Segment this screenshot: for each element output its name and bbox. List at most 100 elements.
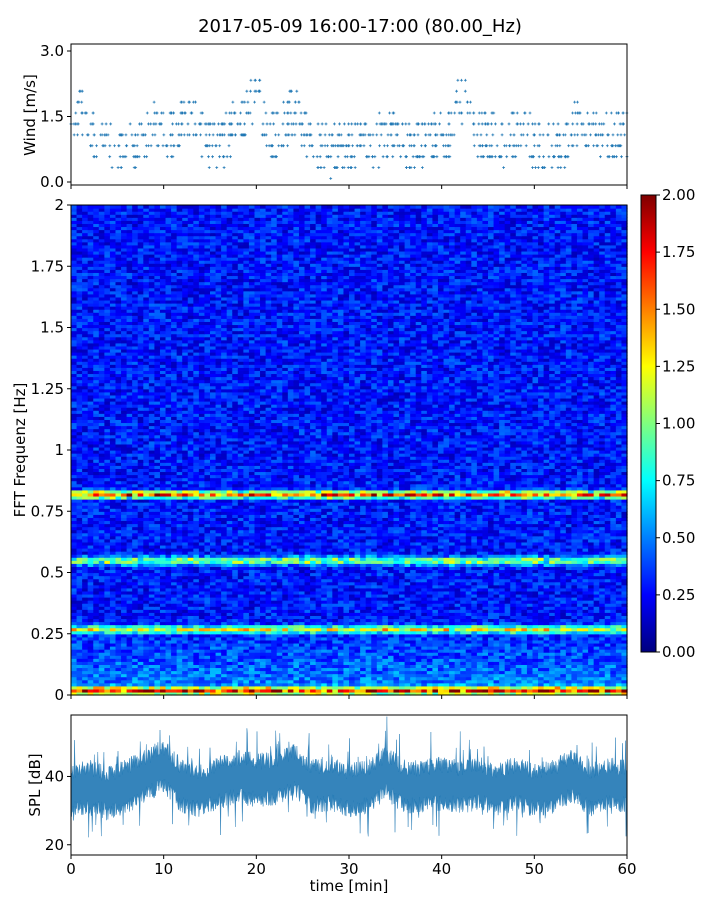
wind-point: [430, 155, 434, 159]
wind-point: [469, 100, 472, 104]
wind-point: [526, 122, 530, 126]
wind-point: [128, 122, 132, 126]
wind-point: [377, 111, 381, 115]
wind-point: [396, 144, 400, 148]
wind-point: [108, 144, 112, 148]
wind-point: [171, 155, 175, 159]
wind-point: [302, 144, 306, 148]
wind-point: [502, 144, 506, 148]
wind-point: [192, 133, 195, 137]
wind-point: [591, 111, 595, 115]
wind-point: [491, 133, 495, 137]
wind-point: [116, 166, 120, 169]
wind-point: [149, 144, 153, 148]
wind-point: [571, 122, 575, 126]
wind-point: [533, 122, 537, 126]
wind-point: [135, 144, 139, 148]
wind-point: [72, 133, 76, 137]
wind-point: [80, 133, 84, 137]
wind-point: [91, 111, 95, 115]
wind-point: [578, 111, 582, 115]
wind-point: [293, 100, 297, 104]
wind-point: [336, 155, 340, 159]
wind-point: [338, 122, 341, 126]
wind-point: [488, 144, 492, 148]
wind-point: [570, 144, 574, 148]
wind-y-label: Wind [m/s]: [21, 74, 39, 156]
wind-point: [519, 144, 523, 148]
wind-point: [277, 133, 281, 137]
wind-point: [476, 155, 480, 159]
spectrogram-heatmap: [71, 205, 628, 696]
wind-point: [594, 111, 598, 115]
wind-point: [124, 144, 128, 148]
wind-point: [452, 133, 456, 137]
wind-point: [108, 155, 112, 159]
wind-point: [409, 144, 413, 148]
wind-point: [460, 78, 463, 82]
wind-point: [272, 122, 276, 126]
wind-point: [531, 166, 535, 169]
wind-point: [427, 122, 430, 126]
wind-point: [243, 100, 247, 104]
wind-point: [490, 155, 494, 159]
wind-point: [172, 144, 176, 148]
wind-point: [495, 144, 499, 148]
wind-point: [573, 100, 577, 104]
wind-point: [134, 133, 137, 137]
wind-point: [448, 155, 452, 159]
wind-point: [494, 122, 497, 126]
wind-point: [371, 133, 375, 137]
wind-point: [145, 111, 149, 115]
wind-point: [327, 133, 331, 137]
wind-point: [407, 122, 411, 126]
wind-point: [536, 144, 540, 148]
wind-point: [515, 111, 519, 115]
wind-point: [514, 155, 518, 159]
wind-point: [302, 133, 306, 137]
wind-point: [378, 122, 382, 126]
wind-point: [607, 155, 611, 159]
wind-point: [323, 144, 327, 148]
wind-point: [420, 144, 423, 148]
wind-point: [385, 155, 389, 159]
wind-point: [505, 155, 509, 159]
wind-point: [262, 100, 266, 104]
wind-point: [389, 133, 393, 137]
wind-point: [207, 155, 210, 159]
wind-point: [486, 155, 490, 159]
wind-point: [592, 144, 596, 148]
wind-point: [72, 122, 76, 126]
wind-point: [83, 111, 87, 115]
wind-point: [375, 122, 379, 126]
wind-point: [182, 100, 186, 104]
wind-point: [208, 133, 211, 137]
wind-point: [104, 122, 108, 126]
wind-point: [297, 100, 301, 104]
wind-point: [573, 111, 577, 115]
wind-point: [386, 133, 390, 137]
wind-point: [619, 133, 623, 137]
wind-point: [130, 133, 134, 137]
wind-point: [290, 133, 294, 137]
wind-point: [300, 144, 304, 148]
wind-point: [566, 155, 570, 159]
wind-point: [456, 78, 460, 82]
wind-point: [146, 144, 150, 148]
wind-point: [550, 144, 554, 148]
wind-point: [621, 111, 625, 115]
wind-point: [311, 155, 315, 159]
wind-point: [623, 133, 627, 137]
wind-point: [309, 122, 312, 126]
wind-point: [218, 144, 222, 148]
wind-point: [584, 133, 588, 137]
wind-point: [233, 111, 236, 115]
wind-point: [239, 111, 242, 115]
wind-point: [289, 111, 293, 115]
wind-point: [420, 166, 424, 169]
wind-point: [502, 166, 506, 169]
wind-point: [350, 122, 354, 126]
wind-point: [231, 100, 235, 104]
wind-point: [161, 111, 165, 115]
